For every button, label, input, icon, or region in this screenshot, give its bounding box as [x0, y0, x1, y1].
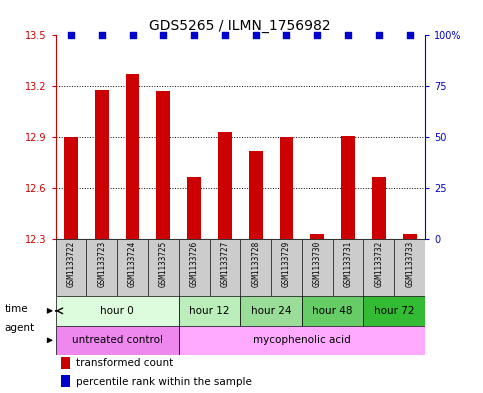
Bar: [86, 239, 117, 296]
Bar: [179, 239, 210, 296]
Point: [190, 32, 198, 39]
Text: GSM1133722: GSM1133722: [67, 241, 75, 287]
Bar: [311, 234, 324, 239]
Point: [252, 32, 259, 39]
Bar: [187, 176, 201, 239]
Bar: [372, 176, 386, 239]
Text: GSM1133733: GSM1133733: [405, 241, 414, 287]
Bar: [117, 239, 148, 296]
Text: GSM1133728: GSM1133728: [251, 241, 260, 287]
Text: GSM1133723: GSM1133723: [97, 241, 106, 287]
Text: GSM1133726: GSM1133726: [190, 241, 199, 287]
Text: mycophenolic acid: mycophenolic acid: [253, 335, 351, 345]
Point: [221, 32, 229, 39]
Point: [128, 32, 136, 39]
Text: untreated control: untreated control: [71, 335, 163, 345]
Text: GSM1133730: GSM1133730: [313, 241, 322, 287]
Text: GSM1133727: GSM1133727: [220, 241, 229, 287]
Bar: [126, 75, 140, 239]
Point: [159, 32, 167, 39]
Text: time: time: [5, 303, 28, 314]
Text: GSM1133731: GSM1133731: [343, 241, 353, 287]
Bar: [56, 239, 86, 296]
Bar: [61, 375, 71, 387]
Bar: [64, 138, 78, 239]
Point: [313, 32, 321, 39]
Text: hour 24: hour 24: [251, 306, 291, 316]
Bar: [218, 132, 232, 239]
Title: GDS5265 / ILMN_1756982: GDS5265 / ILMN_1756982: [149, 19, 331, 33]
Bar: [403, 234, 416, 239]
Point: [67, 32, 75, 39]
Bar: [61, 357, 71, 369]
Text: hour 72: hour 72: [374, 306, 414, 316]
Bar: [364, 239, 394, 296]
Point: [98, 32, 106, 39]
Text: transformed count: transformed count: [76, 358, 173, 368]
Bar: [240, 239, 271, 296]
Text: hour 48: hour 48: [313, 306, 353, 316]
Bar: [210, 239, 240, 296]
Text: hour 12: hour 12: [189, 306, 230, 316]
Bar: [280, 138, 293, 239]
Bar: [56, 325, 179, 355]
Text: agent: agent: [5, 323, 35, 333]
Bar: [341, 136, 355, 239]
Text: GSM1133725: GSM1133725: [159, 241, 168, 287]
Bar: [56, 296, 179, 325]
Bar: [394, 239, 425, 296]
Bar: [156, 92, 170, 239]
Bar: [302, 296, 364, 325]
Text: percentile rank within the sample: percentile rank within the sample: [76, 376, 252, 387]
Bar: [271, 239, 302, 296]
Point: [283, 32, 290, 39]
Text: hour 0: hour 0: [100, 306, 134, 316]
Bar: [179, 296, 240, 325]
Text: GSM1133724: GSM1133724: [128, 241, 137, 287]
Bar: [302, 239, 333, 296]
Bar: [95, 90, 109, 239]
Text: GSM1133732: GSM1133732: [374, 241, 384, 287]
Bar: [240, 296, 302, 325]
Point: [406, 32, 413, 39]
Bar: [249, 151, 263, 239]
Bar: [179, 325, 425, 355]
Bar: [333, 239, 364, 296]
Point: [344, 32, 352, 39]
Text: GSM1133729: GSM1133729: [282, 241, 291, 287]
Bar: [364, 296, 425, 325]
Point: [375, 32, 383, 39]
Bar: [148, 239, 179, 296]
